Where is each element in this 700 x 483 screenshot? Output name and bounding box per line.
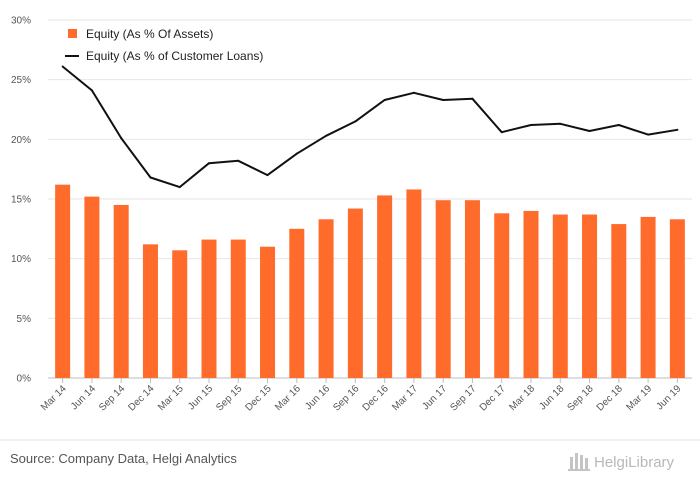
line-point[interactable] xyxy=(325,134,328,137)
x-tick-label: Dec 17 xyxy=(478,383,508,413)
x-tick-label: Sep 14 xyxy=(97,383,127,413)
bar[interactable] xyxy=(113,204,129,378)
legend-item-loans[interactable]: Equity (As % of Customer Loans) xyxy=(65,49,263,63)
legend-label-loans: Equity (As % of Customer Loans) xyxy=(86,49,263,63)
line-point[interactable] xyxy=(500,131,503,134)
bar[interactable] xyxy=(55,184,71,378)
source-note: Source: Company Data, Helgi Analytics xyxy=(10,451,237,466)
line-point[interactable] xyxy=(61,65,64,68)
library-icon xyxy=(568,453,590,471)
line-point[interactable] xyxy=(559,122,562,125)
line-point[interactable] xyxy=(530,124,532,127)
bar[interactable] xyxy=(289,228,305,378)
y-axis-ticks: 0% 5% 10% 15% 20% 25% 30% xyxy=(11,16,31,385)
x-tick-label: Mar 16 xyxy=(273,383,303,413)
x-tick-label: Dec 16 xyxy=(361,383,391,413)
x-tick-label: Dec 14 xyxy=(126,383,156,413)
line-point[interactable] xyxy=(178,186,181,189)
line-point[interactable] xyxy=(647,133,650,136)
bar[interactable] xyxy=(435,200,451,378)
bar[interactable] xyxy=(464,200,480,378)
legend[interactable]: Equity (As % Of Assets) Equity (As % of … xyxy=(65,27,263,63)
x-tick-label: Mar 15 xyxy=(156,383,186,413)
line-point[interactable] xyxy=(208,162,210,165)
bar[interactable] xyxy=(523,210,539,378)
line-point[interactable] xyxy=(120,137,123,140)
y-tick-label: 15% xyxy=(11,195,31,206)
bar[interactable] xyxy=(201,239,217,378)
x-tick-label: Dec 18 xyxy=(595,383,625,413)
legend-item-assets[interactable]: Equity (As % Of Assets) xyxy=(68,27,213,41)
line-point[interactable] xyxy=(383,98,386,101)
x-tick-label: Jun 17 xyxy=(420,383,449,412)
bar[interactable] xyxy=(582,214,598,378)
legend-label-assets: Equity (As % Of Assets) xyxy=(86,27,213,41)
line-point[interactable] xyxy=(237,159,240,162)
bar[interactable] xyxy=(142,244,158,378)
bar[interactable] xyxy=(377,195,393,378)
bar[interactable] xyxy=(84,196,100,378)
bar[interactable] xyxy=(552,214,568,378)
bar[interactable] xyxy=(230,239,246,378)
legend-swatch-bar xyxy=(68,29,77,38)
x-tick-label: Sep 15 xyxy=(214,383,244,413)
brand-logo: HelgiLibrary xyxy=(568,453,675,471)
y-tick-label: 30% xyxy=(11,16,31,27)
line-point[interactable] xyxy=(471,97,474,100)
bar[interactable] xyxy=(611,224,627,378)
x-tick-label: Mar 17 xyxy=(390,383,420,413)
x-tick-label: Mar 14 xyxy=(39,383,69,413)
bar[interactable] xyxy=(172,250,188,378)
line-point[interactable] xyxy=(617,124,620,127)
x-tick-label: Jun 15 xyxy=(186,383,215,412)
bar[interactable] xyxy=(260,246,276,378)
line-point[interactable] xyxy=(90,89,93,92)
x-axis-ticks: Mar 14 Jun 14 Sep 14 Dec 14 Mar 15 Jun 15 Sep … xyxy=(39,378,684,414)
line-point[interactable] xyxy=(412,91,415,94)
x-tick-label: Jun 14 xyxy=(69,383,98,412)
line-layer xyxy=(61,65,679,189)
line-point[interactable] xyxy=(588,129,591,132)
brand-name: HelgiLibrary xyxy=(594,454,675,471)
bar[interactable] xyxy=(640,216,656,378)
x-tick-label: Mar 19 xyxy=(624,383,654,413)
x-tick-label: Dec 15 xyxy=(243,383,273,413)
x-tick-label: Jun 16 xyxy=(303,383,332,412)
x-tick-label: Sep 18 xyxy=(565,383,595,413)
line-point[interactable] xyxy=(442,98,445,101)
line-point[interactable] xyxy=(295,152,298,155)
y-tick-label: 0% xyxy=(17,374,32,385)
bar[interactable] xyxy=(406,189,422,378)
x-tick-label: Jun 19 xyxy=(654,383,683,412)
x-tick-label: Mar 18 xyxy=(507,383,537,413)
line-point[interactable] xyxy=(149,176,152,179)
line-point[interactable] xyxy=(354,120,357,123)
bar[interactable] xyxy=(347,208,363,378)
line-point[interactable] xyxy=(676,128,679,131)
x-tick-label: Sep 16 xyxy=(331,383,361,413)
x-tick-label: Sep 17 xyxy=(448,383,478,413)
y-tick-label: 25% xyxy=(11,75,31,86)
y-tick-label: 10% xyxy=(11,254,31,265)
bars-layer xyxy=(55,184,685,378)
y-tick-label: 20% xyxy=(11,135,31,146)
y-tick-label: 5% xyxy=(17,314,32,325)
line-point[interactable] xyxy=(266,174,269,177)
bar[interactable] xyxy=(318,219,334,378)
bar[interactable] xyxy=(494,213,510,378)
bar[interactable] xyxy=(669,219,685,378)
series-line[interactable] xyxy=(61,65,678,189)
x-tick-label: Jun 18 xyxy=(537,383,566,412)
